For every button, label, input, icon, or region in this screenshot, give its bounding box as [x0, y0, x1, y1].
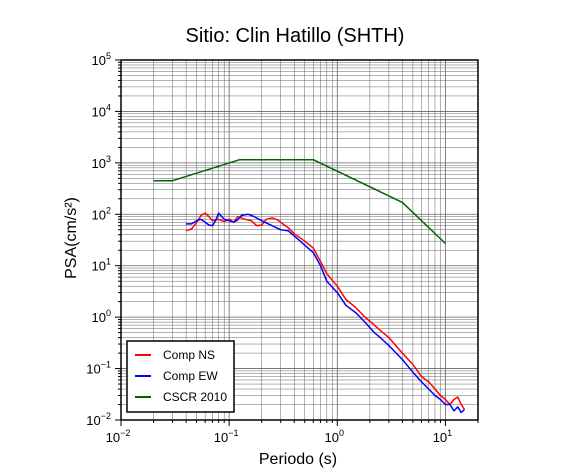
y-tick-label: 101	[92, 257, 111, 274]
y-tick-label: 10−1	[86, 360, 111, 377]
grid-lines	[120, 59, 479, 421]
series-line-comp-ew	[186, 212, 466, 414]
series-layer	[153, 158, 466, 414]
y-tick-label: 104	[92, 102, 111, 119]
x-tick-label: 10−2	[106, 428, 131, 445]
y-tick-label: 105	[92, 51, 111, 68]
chart-title: Sitio: Clin Hatillo (SHTH)	[186, 25, 405, 47]
legend-label: CSCR 2010	[163, 390, 227, 404]
x-tick-label: 10−1	[214, 428, 239, 445]
series-line-comp-ns	[185, 212, 466, 410]
legend-label: Comp EW	[163, 369, 218, 383]
axis-ticks: 10−2 10−1 100 101 10−2 10−1 100 101 102 103 104 105	[86, 51, 479, 445]
legend-label: Comp NS	[163, 348, 215, 362]
y-tick-label: 102	[92, 205, 111, 222]
x-axis-label: Periodo (s)	[259, 451, 337, 468]
y-tick-label: 10−2	[86, 411, 111, 428]
plot-frame	[120, 59, 479, 421]
y-tick-label: 100	[92, 308, 111, 325]
legend: Comp NS Comp EW CSCR 2010	[126, 340, 235, 413]
series-line-cscr-2010	[153, 158, 446, 245]
y-tick-label: 103	[92, 154, 111, 171]
x-tick-label: 100	[325, 428, 344, 445]
y-axis-label: PSA(cm/s²)	[63, 197, 80, 279]
x-tick-label: 101	[433, 428, 452, 445]
